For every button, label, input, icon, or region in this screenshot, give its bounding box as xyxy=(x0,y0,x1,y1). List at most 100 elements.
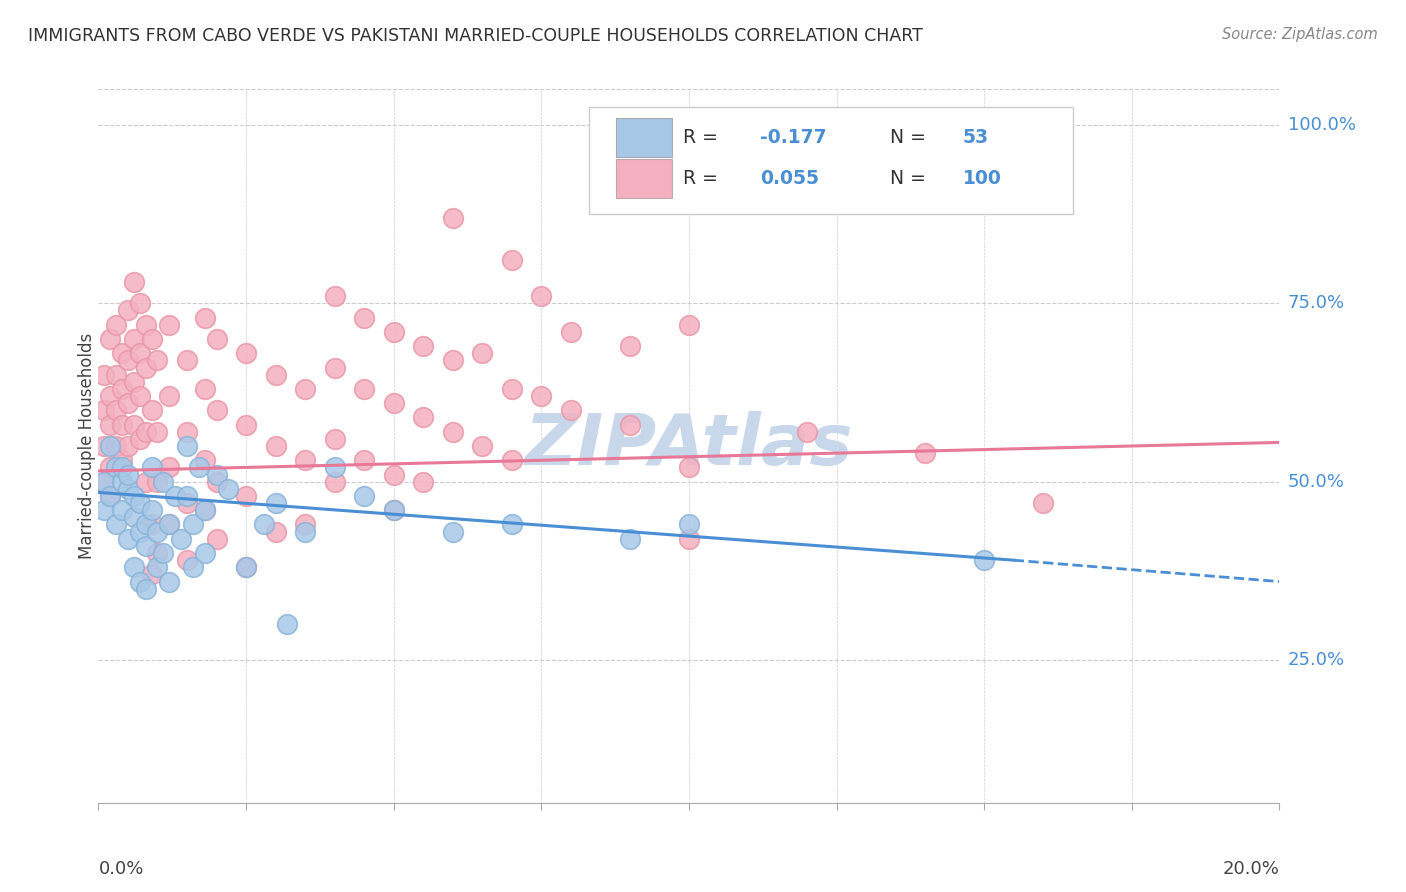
Point xyxy=(205,475,228,489)
Point xyxy=(122,275,145,289)
Point xyxy=(441,425,464,439)
Point xyxy=(471,439,494,453)
Point xyxy=(412,475,434,489)
Point xyxy=(796,425,818,439)
Point xyxy=(619,339,641,353)
Point xyxy=(117,303,139,318)
Point xyxy=(111,417,134,432)
Text: 100.0%: 100.0% xyxy=(1288,116,1355,134)
Point xyxy=(141,460,163,475)
Point xyxy=(128,574,150,589)
Text: IMMIGRANTS FROM CABO VERDE VS PAKISTANI MARRIED-COUPLE HOUSEHOLDS CORRELATION CH: IMMIGRANTS FROM CABO VERDE VS PAKISTANI … xyxy=(28,27,922,45)
Point xyxy=(135,360,157,375)
Point xyxy=(796,153,818,168)
Point xyxy=(678,460,700,475)
Text: N =: N = xyxy=(890,128,932,147)
Point xyxy=(128,296,150,310)
Point xyxy=(619,532,641,546)
Point xyxy=(135,318,157,332)
Point xyxy=(146,524,169,539)
Point xyxy=(93,403,115,417)
Point xyxy=(530,289,553,303)
Point xyxy=(441,211,464,225)
Point xyxy=(176,489,198,503)
Point xyxy=(235,417,257,432)
Point xyxy=(93,503,115,517)
Text: 53: 53 xyxy=(963,128,988,147)
Point xyxy=(146,353,169,368)
Point xyxy=(194,310,217,325)
Point xyxy=(157,517,180,532)
Point xyxy=(146,475,169,489)
Point xyxy=(105,368,128,382)
Text: N =: N = xyxy=(890,169,932,188)
Point xyxy=(323,460,346,475)
Point xyxy=(181,560,204,574)
Point xyxy=(98,489,121,503)
Point xyxy=(93,475,115,489)
Point xyxy=(501,253,523,268)
Point xyxy=(382,503,405,517)
Point xyxy=(111,346,134,360)
Point xyxy=(128,496,150,510)
Point xyxy=(141,567,163,582)
Text: 25.0%: 25.0% xyxy=(1288,651,1346,669)
Point xyxy=(135,582,157,596)
Point xyxy=(276,617,298,632)
Point xyxy=(105,403,128,417)
Point xyxy=(264,524,287,539)
Point xyxy=(441,353,464,368)
Point xyxy=(973,553,995,567)
Point xyxy=(264,368,287,382)
Text: ZIPAtlas: ZIPAtlas xyxy=(524,411,853,481)
Point xyxy=(111,460,134,475)
Point xyxy=(501,453,523,467)
Point xyxy=(914,446,936,460)
Point xyxy=(146,560,169,574)
Text: 0.0%: 0.0% xyxy=(98,860,143,878)
Text: 20.0%: 20.0% xyxy=(1223,860,1279,878)
Point xyxy=(128,346,150,360)
Point xyxy=(111,475,134,489)
Point xyxy=(194,453,217,467)
Point xyxy=(1032,496,1054,510)
Point xyxy=(382,467,405,482)
Point xyxy=(98,489,121,503)
Point xyxy=(323,289,346,303)
Point xyxy=(187,460,209,475)
Point xyxy=(141,517,163,532)
Point xyxy=(122,375,145,389)
FancyBboxPatch shape xyxy=(616,159,672,198)
Point xyxy=(93,368,115,382)
Point xyxy=(353,382,375,396)
Point xyxy=(205,403,228,417)
Point xyxy=(135,475,157,489)
Point xyxy=(93,439,115,453)
Point xyxy=(117,396,139,410)
Point xyxy=(194,503,217,517)
Text: R =: R = xyxy=(683,169,724,188)
Point xyxy=(235,560,257,574)
Point xyxy=(141,503,163,517)
Point xyxy=(122,417,145,432)
Point xyxy=(678,532,700,546)
Point xyxy=(678,517,700,532)
Point xyxy=(353,310,375,325)
Point xyxy=(170,532,193,546)
Point xyxy=(117,439,139,453)
Y-axis label: Married-couple Households: Married-couple Households xyxy=(79,333,96,559)
Point xyxy=(157,574,180,589)
Point xyxy=(117,532,139,546)
Point xyxy=(560,403,582,417)
Point xyxy=(353,453,375,467)
Point xyxy=(560,325,582,339)
Point xyxy=(181,517,204,532)
Point xyxy=(98,332,121,346)
Point xyxy=(141,332,163,346)
Point xyxy=(135,517,157,532)
Point xyxy=(323,432,346,446)
Point xyxy=(111,503,134,517)
Text: 75.0%: 75.0% xyxy=(1288,294,1346,312)
Text: 100: 100 xyxy=(963,169,1002,188)
Point xyxy=(412,339,434,353)
